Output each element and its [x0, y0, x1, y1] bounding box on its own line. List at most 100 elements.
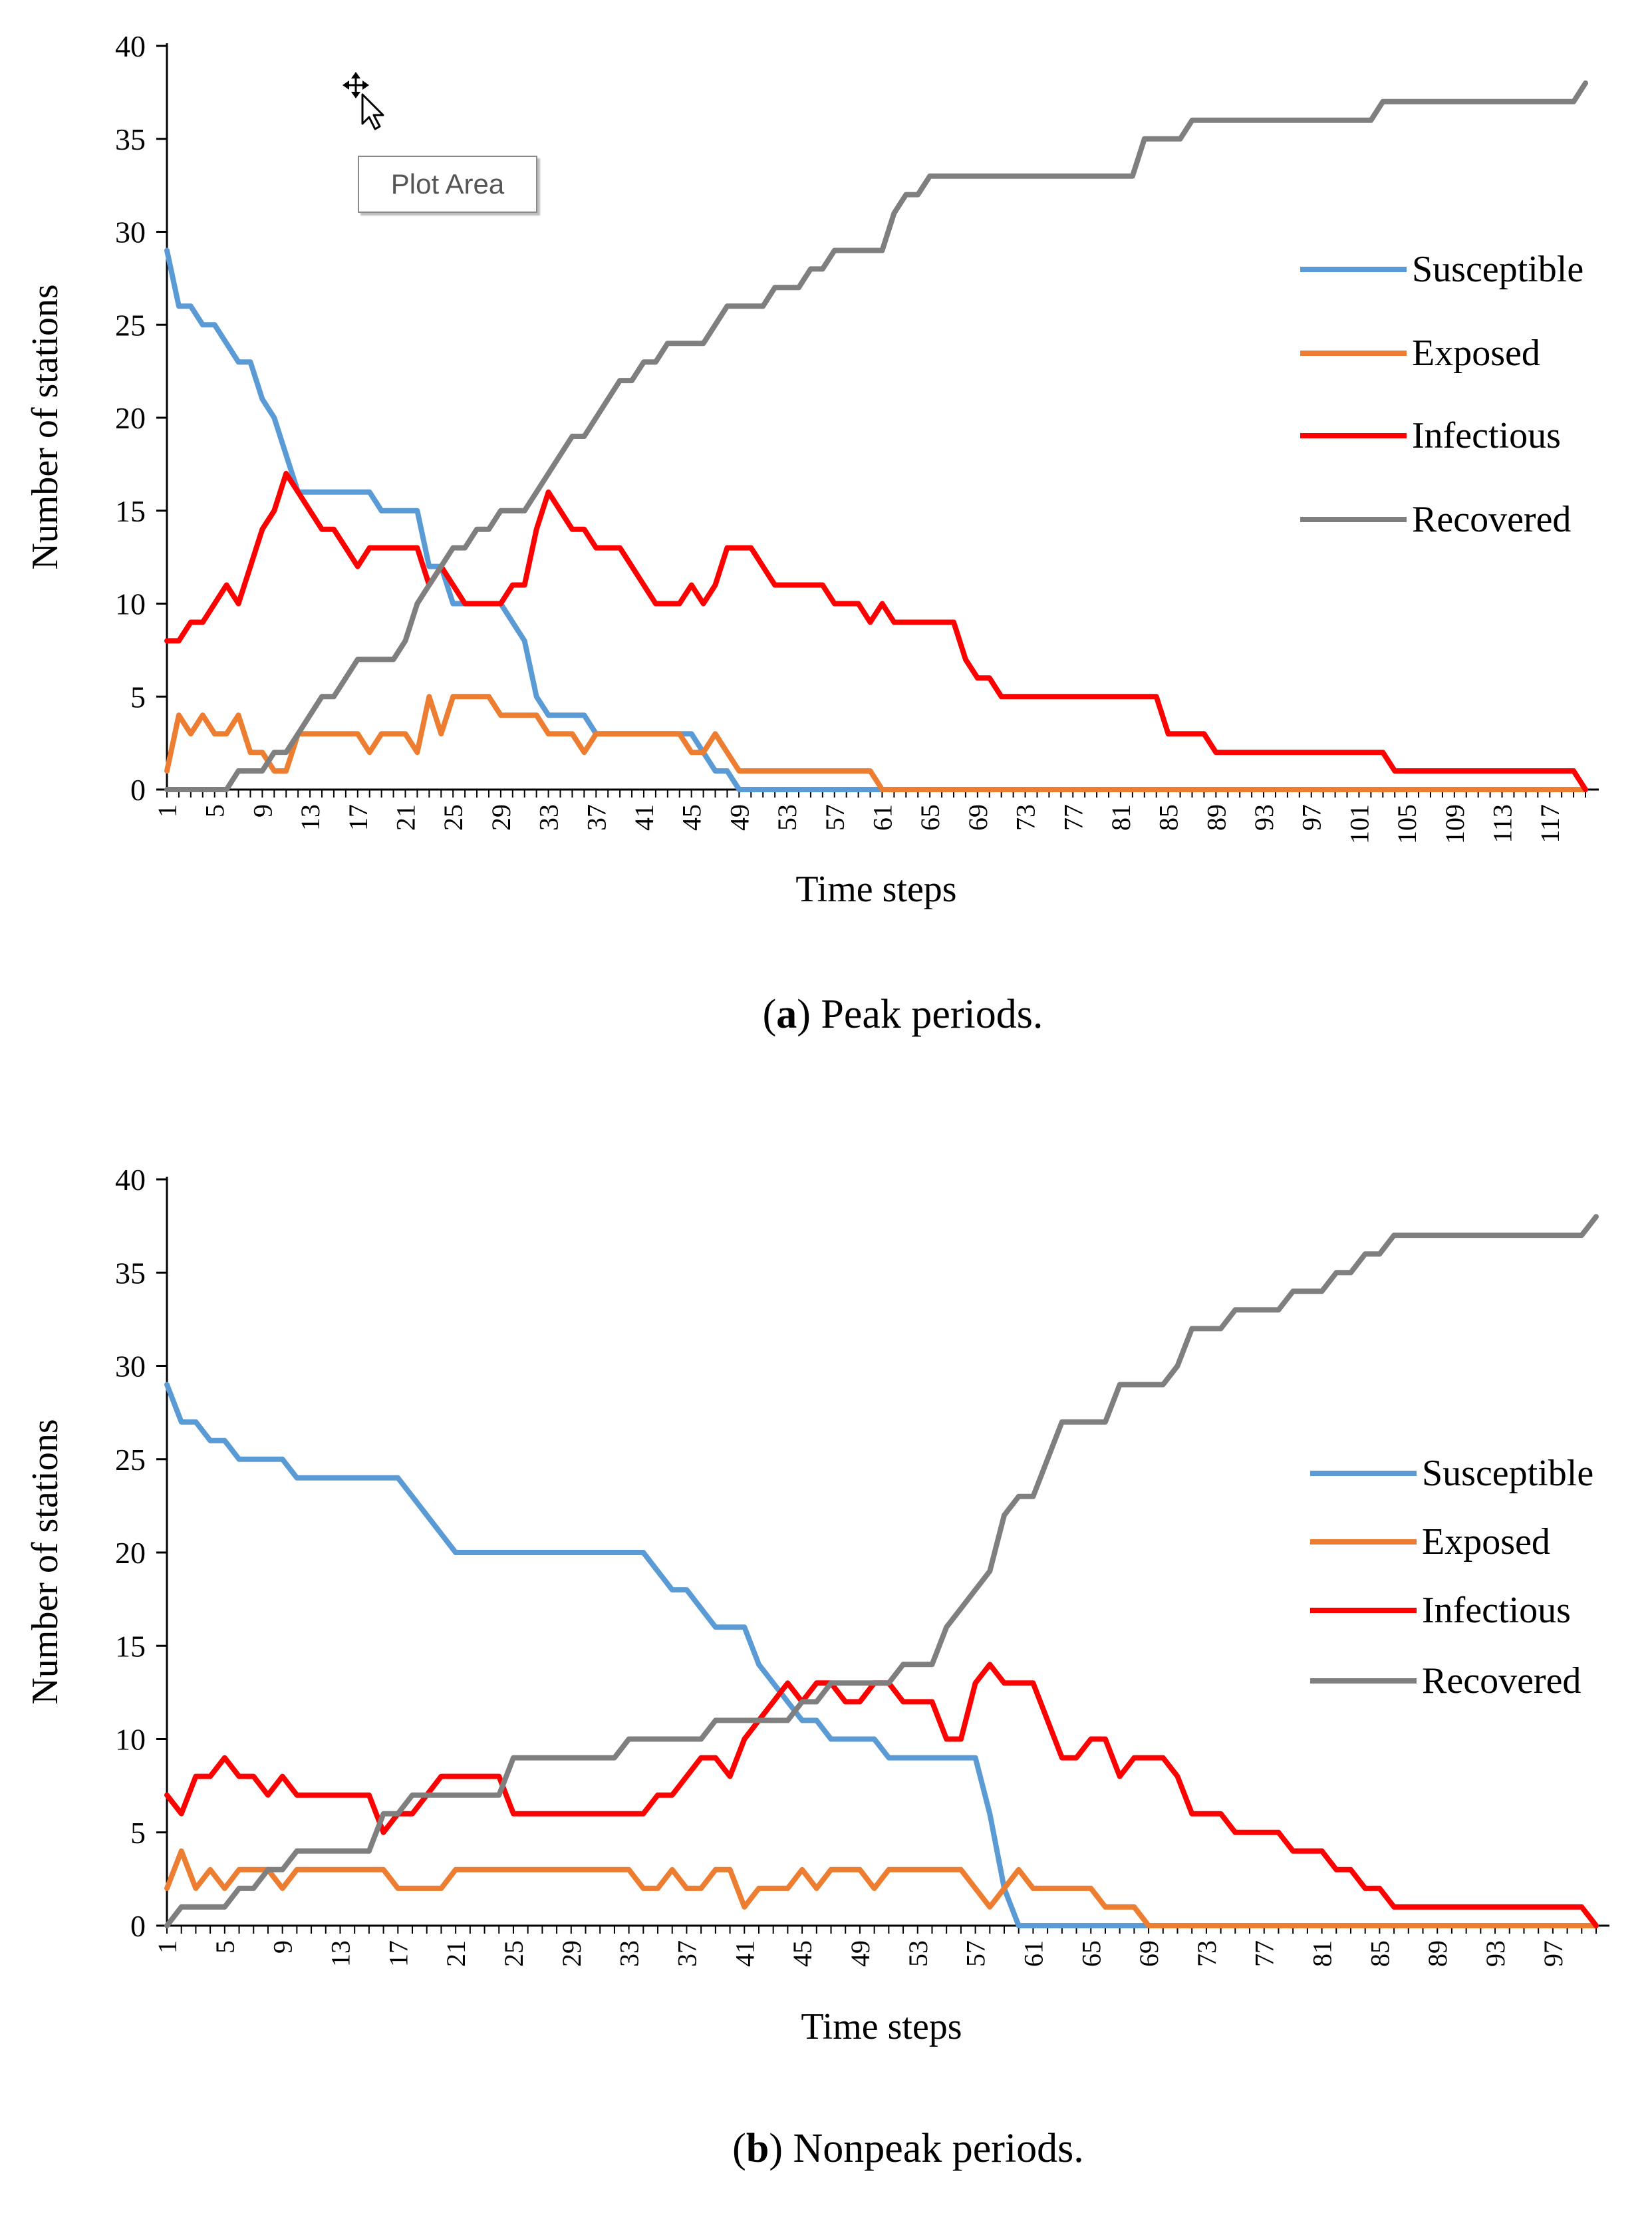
x-tick-label: 33 — [534, 804, 564, 831]
x-axis-title: Time steps — [795, 869, 956, 910]
caption-open-paren: ( — [763, 992, 777, 1037]
x-tick-label: 73 — [1192, 1940, 1222, 1967]
series-line-recovered — [164, 1214, 1599, 1928]
figure-caption: (b) Nonpeak periods. — [732, 2126, 1084, 2171]
series-line-recovered — [164, 80, 1588, 792]
x-tick-label: 61 — [867, 804, 897, 831]
x-tick-label: 9 — [247, 804, 277, 817]
x-tick-label: 117 — [1535, 804, 1565, 843]
x-tick-label: 85 — [1154, 804, 1184, 831]
x-tick-label: 105 — [1392, 804, 1422, 844]
x-tick-label: 41 — [730, 1940, 759, 1967]
legend-label-recovered: Recovered — [1422, 1660, 1581, 1701]
y-tick-label: 35 — [115, 122, 146, 156]
series-line-exposed — [164, 1848, 1599, 1928]
legend-label-susceptible: Susceptible — [1412, 249, 1583, 290]
y-tick-label: 0 — [130, 1909, 146, 1943]
y-tick-label: 40 — [115, 1163, 146, 1197]
x-tick-label: 17 — [383, 1940, 413, 1967]
x-tick-label: 9 — [268, 1940, 298, 1954]
x-tick-label: 25 — [499, 1940, 529, 1967]
x-tick-label: 61 — [1018, 1940, 1048, 1967]
series-line-susceptible — [164, 1382, 1599, 1928]
y-axis-title: Number of stations — [25, 1419, 66, 1704]
x-tick-label: 21 — [390, 804, 420, 831]
y-tick-label: 30 — [115, 216, 146, 249]
legend-label-infectious: Infectious — [1422, 1590, 1571, 1631]
x-tick-label: 49 — [845, 1940, 875, 1967]
y-tick-label: 0 — [130, 773, 146, 807]
x-tick-label: 109 — [1440, 804, 1470, 844]
x-tick-label: 45 — [787, 1940, 817, 1967]
x-tick-label: 113 — [1488, 804, 1518, 843]
x-tick-label: 33 — [615, 1940, 644, 1967]
x-axis-title: Time steps — [801, 2006, 962, 2047]
x-tick-label: 57 — [961, 1940, 991, 1967]
y-tick-label: 25 — [115, 308, 146, 342]
caption-letter: a — [776, 992, 797, 1037]
y-tick-label: 15 — [115, 1629, 146, 1663]
y-tick-label: 5 — [130, 1816, 146, 1850]
legend-label-exposed: Exposed — [1422, 1521, 1550, 1562]
y-axis-title: Number of stations — [25, 284, 66, 569]
x-tick-label: 29 — [486, 804, 516, 831]
caption-open-paren: ( — [732, 2126, 746, 2171]
x-tick-label: 25 — [438, 804, 468, 831]
legend-label-infectious: Infectious — [1412, 415, 1561, 456]
x-tick-label: 49 — [724, 804, 754, 831]
y-tick-label: 35 — [115, 1256, 146, 1290]
caption-close-paren: ) — [769, 2126, 783, 2171]
x-tick-label: 13 — [325, 1940, 355, 1967]
x-tick-label: 45 — [677, 804, 707, 831]
x-tick-label: 89 — [1201, 804, 1231, 831]
caption-text: Peak periods. — [811, 992, 1043, 1037]
x-tick-label: 101 — [1344, 804, 1374, 844]
pointer-arrow — [361, 93, 384, 130]
x-tick-label: 77 — [1058, 804, 1088, 831]
x-tick-label: 5 — [210, 1940, 240, 1954]
x-tick-label: 69 — [963, 804, 993, 831]
legend-label-exposed: Exposed — [1412, 333, 1540, 374]
x-tick-label: 1 — [152, 1940, 182, 1954]
x-tick-label: 29 — [557, 1940, 587, 1967]
x-tick-label: 65 — [915, 804, 945, 831]
x-tick-label: 53 — [903, 1940, 933, 1967]
x-tick-label: 1 — [152, 804, 182, 817]
x-tick-label: 89 — [1423, 1940, 1452, 1967]
x-tick-label: 69 — [1134, 1940, 1164, 1967]
x-tick-label: 97 — [1538, 1940, 1568, 1967]
x-tick-label: 37 — [581, 804, 611, 831]
x-tick-label: 5 — [200, 804, 230, 817]
y-tick-label: 20 — [115, 401, 146, 435]
caption-text: Nonpeak periods. — [783, 2126, 1084, 2171]
y-tick-label: 40 — [115, 29, 146, 63]
y-tick-label: 5 — [130, 680, 146, 714]
x-tick-label: 57 — [820, 804, 850, 831]
x-tick-label: 37 — [672, 1940, 702, 1967]
x-tick-label: 81 — [1106, 804, 1136, 831]
caption-letter: b — [746, 2126, 769, 2171]
caption-close-paren: ) — [797, 992, 811, 1037]
y-tick-label: 10 — [115, 1723, 146, 1757]
x-tick-label: 77 — [1250, 1940, 1280, 1967]
x-tick-label: 41 — [629, 804, 659, 831]
plot-area-tooltip: Plot Area — [358, 156, 537, 213]
plot-area-tooltip-label: Plot Area — [390, 168, 505, 200]
figure-caption: (a) Peak periods. — [763, 992, 1043, 1037]
y-tick-label: 20 — [115, 1536, 146, 1570]
x-tick-label: 21 — [441, 1940, 471, 1967]
x-tick-label: 81 — [1308, 1940, 1337, 1967]
move-cursor-icon — [343, 72, 384, 130]
series-line-infectious — [164, 1662, 1599, 1928]
x-tick-label: 97 — [1297, 804, 1327, 831]
x-tick-label: 53 — [772, 804, 802, 831]
x-tick-label: 13 — [295, 804, 325, 831]
legend-label-recovered: Recovered — [1412, 499, 1571, 540]
x-tick-label: 93 — [1249, 804, 1279, 831]
x-tick-label: 93 — [1480, 1940, 1510, 1967]
x-tick-label: 73 — [1011, 804, 1041, 831]
legend-label-susceptible: Susceptible — [1422, 1453, 1593, 1494]
